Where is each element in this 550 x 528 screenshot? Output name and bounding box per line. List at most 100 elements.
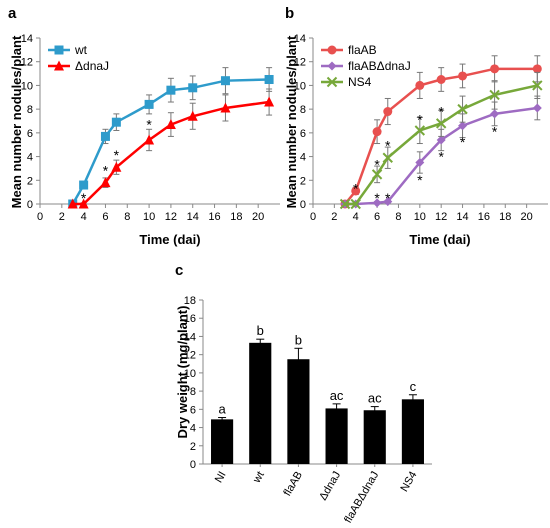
chart-a-y-tick-label: 8 — [27, 104, 33, 116]
chart-b-x-tick-label: 4 — [353, 211, 359, 223]
chart-c-y-tick-label: 14 — [184, 331, 196, 343]
chart-b-series-0-point — [458, 71, 468, 81]
chart-a-x-tick-label: 18 — [230, 211, 242, 223]
chart-c-bar-0 — [211, 419, 234, 464]
chart-b-series-0-point — [372, 127, 382, 137]
chart-a-significance-star: * — [114, 147, 120, 163]
chart-b-y-tick-label: 0 — [300, 199, 306, 211]
chart-b-series-0-point — [351, 186, 361, 196]
chart-c-y-tick-label: 2 — [190, 441, 196, 453]
chart-b-x-tick-label: 0 — [310, 211, 316, 223]
chart-a-series: * * * * — [67, 67, 275, 209]
chart-b-series-1-point — [458, 121, 468, 131]
chart-b-significance-star: * — [353, 180, 359, 196]
chart-c-bar-letter-4: ac — [368, 391, 382, 406]
chart-b-series-2-point — [350, 198, 361, 210]
chart-a-series-1-point — [111, 161, 122, 172]
chart-a-x-tick-label: 2 — [59, 211, 65, 223]
chart-b-series-2-point — [382, 152, 393, 163]
chart-b-legend-label-2: NS4 — [348, 75, 372, 89]
chart-a-x-tick-label: 0 — [37, 211, 43, 223]
chart-b-significance-star: * — [374, 157, 380, 173]
chart-b-series-2-point — [414, 125, 426, 136]
chart-a-x-tick-label: 12 — [165, 211, 177, 223]
chart-a-x-tick-label: 4 — [81, 211, 87, 223]
chart-c-bar-letter-1: b — [257, 323, 264, 338]
chart-a-y-tick-label: 10 — [21, 80, 33, 92]
chart-b-axes: 0 2 4 6 8 10 12 14 0 2 4 6 8 10 12 14 16 18 20 — [294, 33, 548, 223]
chart-b-x-tick-label: 8 — [395, 211, 401, 223]
chart-a-series-1-point — [78, 198, 89, 209]
chart-c-bar-letter-3: ac — [330, 388, 344, 403]
chart-b-y-tick-label: 14 — [294, 33, 306, 45]
chart-b-x-tick-label: 18 — [499, 211, 511, 223]
chart-a-series-0-point — [144, 99, 154, 109]
chart-c-bars: a b b ac ac c — [211, 323, 424, 464]
chart-a-series-1-point — [220, 102, 231, 113]
chart-b-series-2-point-stroke-2 — [339, 198, 351, 210]
chart-b-significance-star: * — [417, 112, 423, 128]
chart-a-y-tick-label: 0 — [27, 199, 33, 211]
chart-a-y-title: Mean number nodules/plant — [9, 35, 24, 208]
chart-a-series-1-point — [264, 96, 275, 107]
chart-b-significance-star: * — [374, 190, 380, 206]
chart-a-series-0-point — [264, 75, 274, 84]
chart-a-series-0-point — [79, 180, 89, 190]
chart-b-y-tick-label: 6 — [300, 128, 306, 140]
chart-a-significance-star: * — [146, 116, 152, 132]
chart-c-bar-letter-0: a — [218, 402, 226, 417]
chart-a-significance-star: * — [81, 190, 87, 206]
chart-c-y-tick-label: 0 — [190, 459, 196, 471]
chart-b-significance-star: * — [438, 148, 444, 164]
chart-c-x-tick-label-0: NI — [213, 470, 229, 486]
chart-b-significance-star: * — [417, 172, 423, 188]
chart-b-significance-star: * — [385, 190, 391, 206]
chart-b-series-2-point-stroke-2 — [371, 169, 383, 180]
chart-b-series-2-point — [371, 169, 383, 180]
chart-b-legend-marker-1 — [327, 61, 337, 71]
chart-b-legend-label-1: flaABΔdnaJ — [348, 59, 411, 73]
chart-b-series-1-point — [415, 158, 425, 167]
chart-b-series-1-point — [372, 198, 382, 208]
chart-a-y-tick-label: 2 — [27, 175, 33, 187]
chart-b-series-2-point-stroke-2 — [382, 152, 393, 163]
panel-letter-a: a — [8, 5, 17, 22]
chart-b-y-tick-label: 2 — [300, 175, 306, 187]
chart-b-x-title: Time (dai) — [409, 232, 470, 247]
chart-b-y-tick-label: 12 — [294, 57, 306, 69]
chart-b-series-2-point-stroke-2 — [457, 103, 468, 115]
chart-b-y-tick-label: 4 — [300, 152, 306, 164]
chart-a-series-0-point — [166, 85, 176, 95]
chart-a-y-tick-label: 12 — [21, 57, 33, 69]
chart-a-y-tick-label: 6 — [27, 128, 33, 140]
panel-letter-c: c — [175, 262, 183, 279]
chart-b-series-2-point — [457, 103, 468, 115]
chart-b-x-tick-label: 2 — [331, 211, 337, 223]
chart-b-series-2-point — [489, 89, 500, 101]
chart-b-series-1-point — [383, 197, 393, 207]
chart-b-series: * * * * * * * * * * * — [339, 55, 543, 210]
chart-c-y-tick-label: 8 — [190, 386, 196, 398]
chart-c-y-tick-label: 12 — [184, 350, 196, 362]
chart-b-x-tick-label: 10 — [414, 211, 426, 223]
chart-b-legend: flaAB flaABΔdnaJ NS4 — [321, 43, 411, 89]
chart-a-series-1-point — [67, 198, 78, 209]
chart-b-series-2-point-stroke-2 — [532, 80, 543, 91]
chart-a-series-1-point — [100, 177, 111, 188]
chart-a-x-tick-label: 8 — [124, 211, 130, 223]
chart-b-legend-label-0: flaAB — [348, 43, 377, 57]
chart-b-series-2-point — [532, 80, 543, 91]
chart-a-x-tick-label: 20 — [252, 211, 264, 223]
chart-b-significance-star: * — [385, 138, 391, 154]
panel-letter-b: b — [285, 5, 294, 22]
chart-c-y-title: Dry weight (mg/plant) — [175, 306, 190, 439]
chart-c-bar-letter-2: b — [295, 332, 302, 347]
chart-a-x-title: Time (dai) — [139, 232, 200, 247]
chart-b-series-1-point — [436, 135, 446, 145]
chart-a-legend-marker-1 — [54, 60, 64, 71]
chart-b-series-2-point-stroke-2 — [414, 125, 426, 136]
chart-c-bar-3 — [325, 408, 348, 464]
chart-c-bar-1 — [249, 342, 272, 464]
chart-b-significance-star: * — [460, 134, 466, 150]
